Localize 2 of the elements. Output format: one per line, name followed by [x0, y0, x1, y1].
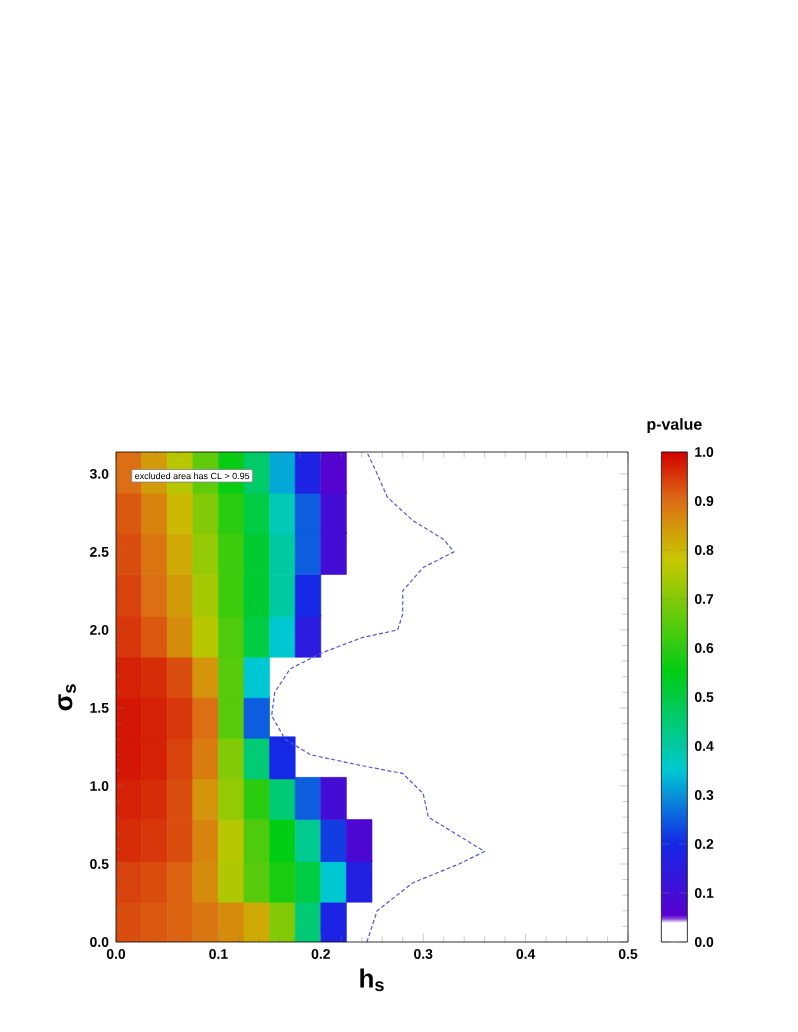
y-axis-title: σ$_{s}$ — [58, 684, 76, 711]
x-axis-title: h$_{s}$ — [360, 968, 384, 992]
